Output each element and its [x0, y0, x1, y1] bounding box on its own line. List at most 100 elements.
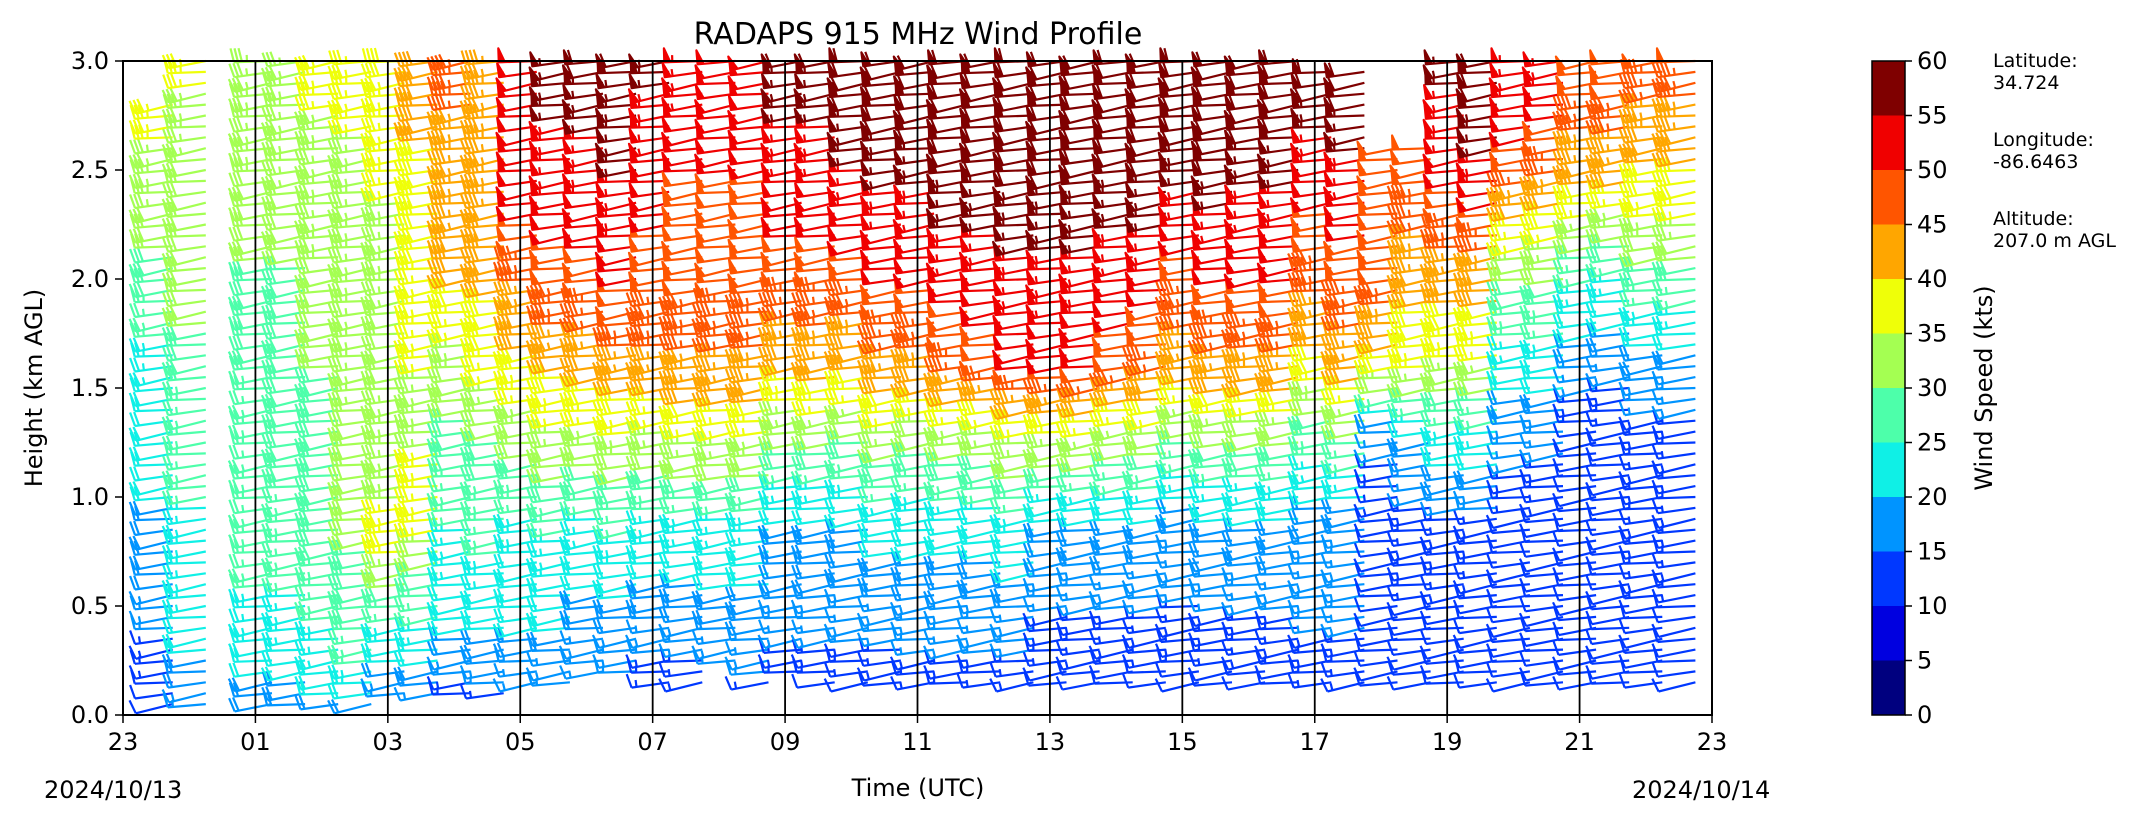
wind-barb: [1618, 306, 1663, 322]
wind-barb: [162, 147, 206, 164]
wind-barb: [923, 465, 968, 482]
wind-barb: [823, 478, 869, 495]
wind-barb: [1221, 387, 1266, 404]
wind-barb: [1585, 556, 1630, 571]
wind-barb: [327, 425, 372, 442]
wind-barb: [625, 673, 670, 689]
wind-barb: [1257, 173, 1299, 190]
wind-barb: [593, 331, 637, 347]
wind-barb: [1519, 234, 1564, 251]
wind-barb: [959, 216, 1001, 233]
wind-barb: [294, 238, 339, 255]
wind-barb: [426, 511, 471, 528]
wind-barb: [1220, 326, 1266, 344]
wind-barb: [824, 498, 868, 515]
wind-barb: [1387, 641, 1431, 656]
wind-barb: [228, 662, 273, 678]
wind-barb: [1420, 466, 1464, 482]
wind-barb: [1452, 654, 1498, 669]
wind-barb: [1055, 511, 1100, 528]
wind-barb: [1188, 323, 1233, 340]
wind-barb: [1422, 208, 1464, 224]
wind-barb: [228, 260, 273, 277]
wind-barb: [461, 505, 504, 522]
wind-barb: [428, 243, 471, 260]
wind-barb: [956, 469, 1001, 486]
wind-barb: [526, 542, 571, 558]
wind-barb: [1353, 468, 1398, 484]
chart-title: RADAPS 915 MHz Wind Profile: [694, 17, 1143, 52]
wind-barb: [1155, 354, 1199, 371]
wind-barb: [560, 342, 604, 358]
wind-barb: [628, 73, 670, 90]
wind-barb: [1552, 108, 1597, 126]
wind-barb: [758, 420, 802, 436]
wind-barb: [162, 638, 206, 654]
wind-barb: [1486, 170, 1531, 188]
wind-barb: [460, 356, 504, 373]
wind-barb: [163, 549, 206, 565]
wind-barb: [1320, 608, 1365, 624]
wind-barb: [294, 218, 339, 235]
wind-barb: [1092, 356, 1133, 373]
wind-barb: [625, 619, 670, 635]
x-tick-label: 01: [240, 728, 271, 756]
wind-barb: [694, 208, 736, 224]
wind-barb: [1651, 75, 1696, 94]
wind-barb: [161, 87, 207, 104]
wind-barb: [592, 399, 637, 417]
wind-barb: [261, 452, 306, 469]
wind-barb: [793, 271, 835, 288]
wind-barb: [295, 169, 339, 186]
wind-barb: [1155, 389, 1200, 406]
wind-barb: [361, 593, 405, 609]
wind-barb: [956, 509, 1001, 526]
wind-barb: [428, 189, 471, 206]
wind-barb: [1485, 315, 1531, 331]
wind-barb: [294, 109, 339, 126]
wind-barb: [1553, 169, 1597, 186]
wind-barb: [726, 352, 769, 369]
wind-barb: [428, 462, 471, 478]
wind-barb: [393, 611, 438, 628]
wind-barb: [1554, 55, 1597, 72]
wind-barb: [1387, 278, 1431, 295]
wind-barb: [1585, 466, 1630, 482]
wind-barb: [1618, 654, 1663, 669]
wind-barb: [1419, 261, 1464, 279]
wind-barb: [1388, 298, 1431, 315]
wind-barb: [360, 314, 405, 331]
wind-barb: [1585, 193, 1630, 210]
wind-barb: [761, 236, 802, 253]
wind-barb: [328, 213, 372, 229]
wind-barb: [1419, 501, 1464, 517]
wind-barb: [128, 391, 173, 408]
wind-barb: [526, 323, 571, 340]
wind-barb: [1420, 247, 1464, 264]
wind-barb: [361, 300, 405, 317]
wind-barb: [1190, 140, 1233, 157]
wind-barb: [1320, 348, 1365, 366]
wind-barb: [692, 342, 736, 358]
wind-barb: [294, 327, 339, 344]
wind-barb: [1519, 344, 1564, 360]
wind-barb: [1058, 184, 1100, 201]
y-tick-label: 1.5: [71, 374, 109, 402]
wind-barb: [658, 513, 703, 530]
wind-barb: [1156, 429, 1199, 445]
wind-barb: [724, 421, 769, 438]
wind-barb: [559, 445, 604, 462]
wind-barb: [526, 452, 570, 469]
wind-barb: [1025, 338, 1067, 355]
wind-barb: [1452, 380, 1498, 397]
wind-barb: [1353, 577, 1398, 593]
wind-barb: [890, 641, 935, 656]
wind-barb: [826, 131, 869, 148]
wind-barb: [1289, 197, 1332, 213]
wind-barb: [559, 376, 604, 393]
wind-barb: [1486, 444, 1531, 460]
wind-barb: [426, 148, 471, 166]
wind-barb: [658, 348, 703, 366]
wind-barb: [394, 309, 438, 325]
wind-barb: [393, 541, 438, 558]
